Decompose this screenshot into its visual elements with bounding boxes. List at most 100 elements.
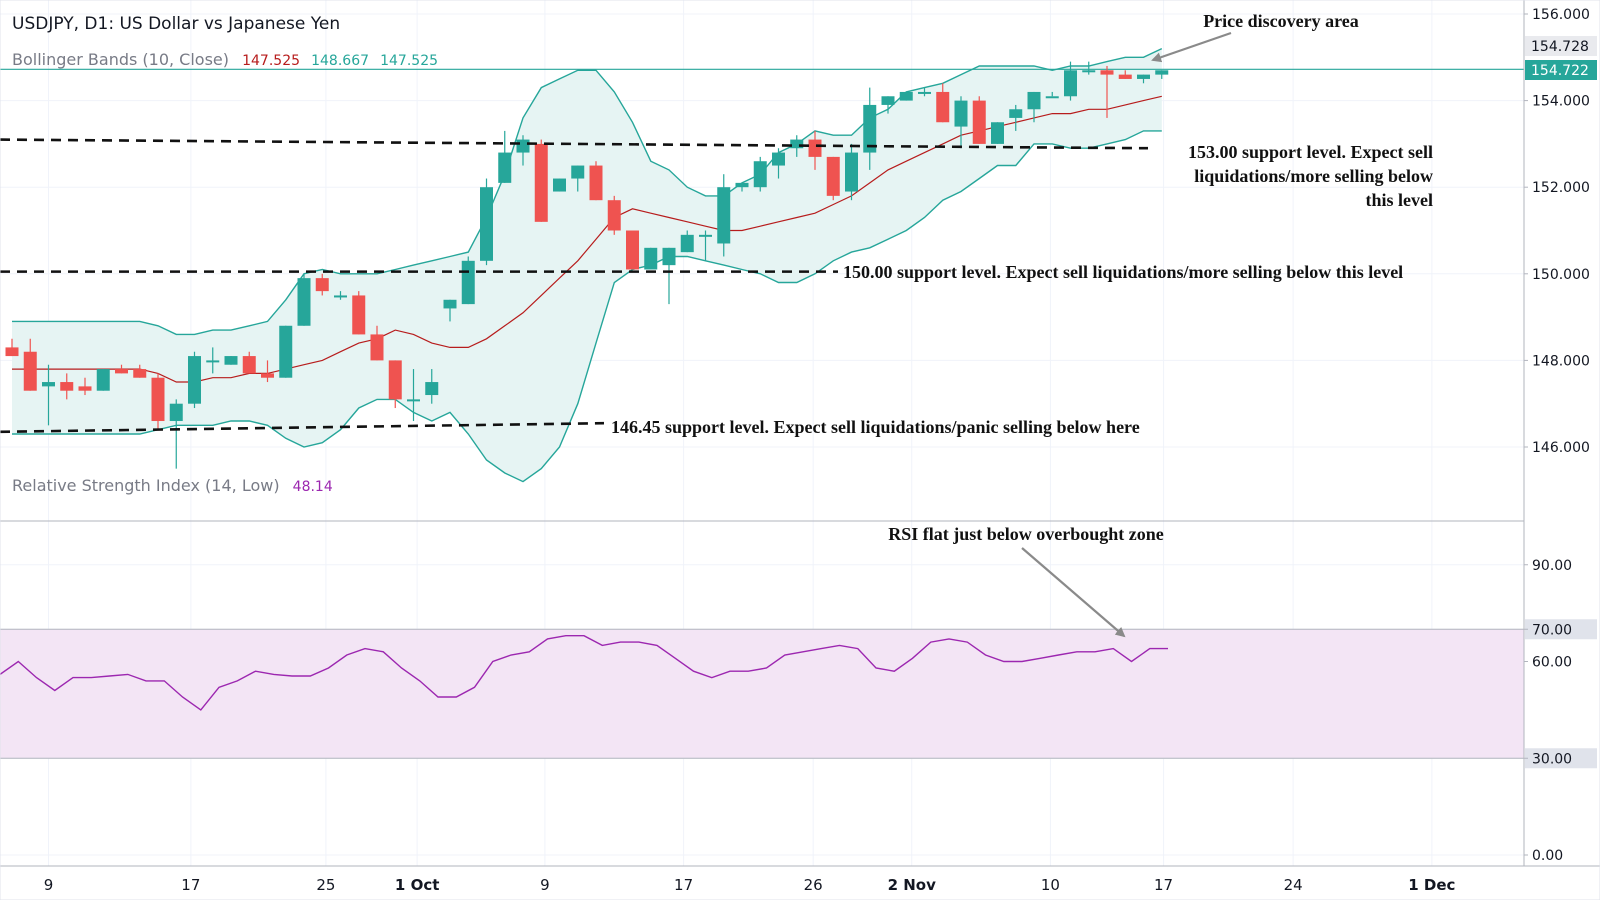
candle-body [188,356,201,404]
support-153-note-line3: this level [1366,190,1434,210]
candle-body [753,161,767,188]
candle [78,377,92,396]
candle-body [1009,109,1023,118]
candle [315,273,329,296]
price-tick-label: 148.000 [1532,353,1590,369]
candle-body [169,403,183,422]
candle [1137,74,1150,84]
candle [461,256,475,305]
candle-body [936,91,950,123]
date-tick-label: 9 [44,876,54,894]
candle-body [1027,91,1041,110]
candle-body [863,104,877,153]
bb-fill [12,48,1162,482]
candle-body [315,278,329,292]
price-badge-label: 154.722 [1531,63,1589,79]
bb-indicator-label: Bollinger Bands (10, Close) 147.525 148.… [12,50,438,69]
candle [899,91,913,101]
candle-body [206,360,220,363]
candle-body [717,187,731,244]
price-tick-label: 146.000 [1532,440,1590,456]
candle [151,373,165,430]
candle-body [808,139,822,157]
bb-value-basis: 148.667 [311,53,369,69]
candle-body [352,295,366,335]
candle [96,369,110,391]
candle-body [845,152,858,192]
price-discovery-note: Price discovery area [1203,11,1359,31]
candle [1100,65,1114,118]
candle [571,165,585,192]
candle-body [918,91,931,94]
candle-body [516,139,530,153]
candle [261,360,274,383]
candle [388,360,402,409]
candle-body [242,356,256,374]
candle-body [407,399,420,402]
bb-upper-line [12,47,1163,336]
date-tick-label: 17 [1154,876,1173,894]
candle [607,195,621,235]
candle [498,130,512,183]
rsi-pane [0,628,1524,759]
candle-body [1045,96,1059,99]
date-tick-label: 1 Oct [395,876,439,894]
support-153-note-line2: liquidations/more selling below [1194,166,1433,186]
candle [115,364,128,374]
rsi-tick-label: 70.00 [1532,622,1572,638]
candle [881,96,895,114]
candle [918,87,931,97]
candle [279,325,293,378]
candle [680,230,694,253]
rsi-note: RSI flat just below overbought zone [888,524,1164,544]
rsi-indicator-label: Relative Strength Index (14, Low) 48.14 [12,476,333,495]
price-tick-label: 154.000 [1532,94,1590,110]
candle [42,364,55,426]
date-tick-label: 1 Dec [1408,876,1455,894]
candle [936,83,950,123]
price-badge-bg [1525,60,1597,80]
date-tick-label: 10 [1041,876,1060,894]
candle-body [899,91,913,101]
candle [534,139,548,222]
candle-body [42,382,55,387]
rsi-tick-badge [1525,748,1597,769]
rsi-tick-badge [1525,619,1597,640]
candle-body [480,187,493,261]
candles [5,61,1169,469]
candle-body [23,351,37,391]
candle [845,143,858,201]
price-tick-label: 152.000 [1532,180,1590,196]
date-tick-label: 2 Nov [888,876,937,894]
candle [790,135,804,157]
candle [772,148,785,179]
candle-body [534,143,548,222]
candle [60,373,74,400]
bb-lower-line [12,130,1162,483]
candle [808,130,822,170]
date-tick-label: 25 [316,876,335,894]
candle [1118,70,1132,79]
support-line-0 [0,138,1149,150]
candle-body [772,152,785,166]
date-tick-label: 24 [1284,876,1303,894]
date-tick-label: 26 [804,876,823,894]
bb-value-upper: 147.525 [242,53,300,69]
date-tick-label: 17 [674,876,693,894]
rsi-line [0,635,1168,711]
candle-body [790,139,804,149]
candle-body [279,325,293,378]
candle-body [571,165,585,179]
support-lines [0,138,1149,434]
candle-body [443,299,457,309]
candle-body [735,182,749,188]
candle-body [1064,70,1077,97]
candle-body [881,96,895,105]
candle [242,351,256,374]
candle [753,156,767,192]
candle [224,356,238,365]
candle-body [78,386,92,391]
candle [662,247,676,305]
